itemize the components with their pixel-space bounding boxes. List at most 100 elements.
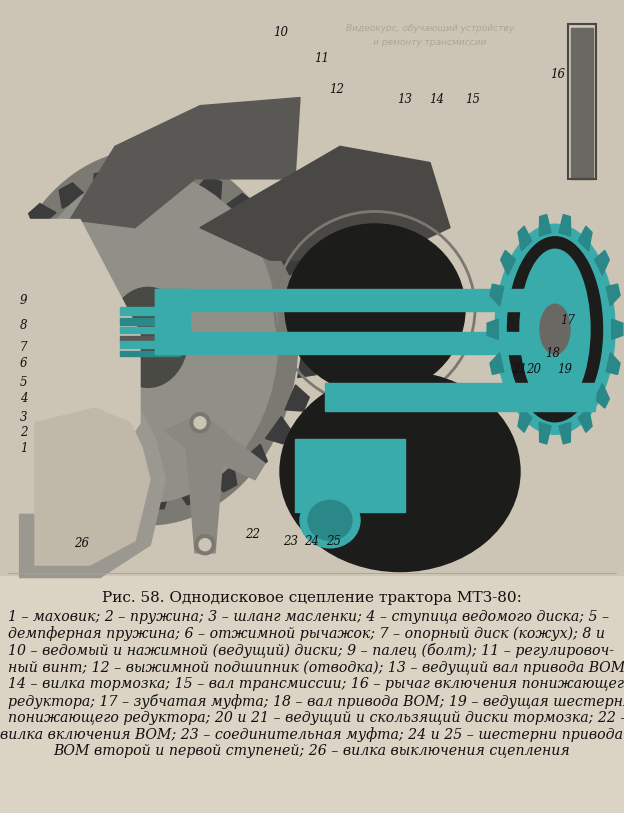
Ellipse shape (495, 224, 615, 434)
Text: ный винт; 12 – выжимной подшипник (отводка); 13 – ведущий вал привода ВОМ;: ный винт; 12 – выжимной подшипник (отвод… (8, 660, 624, 675)
Text: 15: 15 (466, 93, 480, 106)
Polygon shape (607, 353, 620, 375)
Polygon shape (578, 226, 592, 251)
Polygon shape (0, 366, 3, 392)
Polygon shape (539, 423, 551, 444)
Text: 24: 24 (305, 535, 319, 548)
Text: демпферная пружина; 6 – отжимной рычажок; 7 – опорный диск (кожух); 8 и: демпферная пружина; 6 – отжимной рычажок… (8, 627, 605, 641)
Bar (295, 439, 405, 512)
Polygon shape (518, 226, 532, 251)
Bar (155, 332, 530, 354)
Text: 25: 25 (326, 535, 341, 548)
Text: 26: 26 (74, 537, 89, 550)
Text: 10: 10 (273, 26, 288, 39)
Text: 11: 11 (314, 52, 329, 65)
Ellipse shape (18, 172, 278, 502)
Bar (0, 0, 624, 575)
Text: 8: 8 (20, 319, 27, 332)
Bar (120, 351, 180, 356)
Polygon shape (35, 408, 150, 565)
Polygon shape (301, 316, 320, 343)
Polygon shape (0, 220, 140, 513)
Polygon shape (595, 384, 609, 408)
Text: 1: 1 (20, 442, 27, 455)
Polygon shape (162, 167, 188, 188)
Polygon shape (227, 193, 255, 220)
Polygon shape (70, 98, 300, 228)
Polygon shape (265, 416, 292, 444)
Text: 16: 16 (550, 68, 565, 81)
Circle shape (194, 417, 206, 428)
Polygon shape (0, 399, 19, 426)
Polygon shape (177, 482, 203, 505)
Polygon shape (0, 263, 11, 290)
Polygon shape (240, 444, 267, 472)
Ellipse shape (540, 304, 570, 354)
Bar (155, 289, 530, 311)
Polygon shape (165, 415, 265, 480)
Circle shape (199, 539, 211, 550)
Circle shape (190, 413, 210, 433)
Polygon shape (29, 203, 56, 231)
Polygon shape (293, 283, 316, 309)
Text: ВОМ второй и первой ступеней; 26 – вилка выключения сцепления: ВОМ второй и первой ступеней; 26 – вилка… (54, 744, 570, 759)
Polygon shape (607, 284, 620, 306)
Polygon shape (518, 407, 532, 433)
Polygon shape (59, 183, 86, 208)
Text: 21: 21 (512, 363, 527, 376)
Text: 23: 23 (283, 535, 298, 548)
Bar (325, 383, 595, 411)
Text: 2: 2 (20, 426, 27, 439)
Ellipse shape (285, 224, 465, 394)
Polygon shape (14, 429, 41, 457)
Polygon shape (578, 407, 592, 433)
Text: 19: 19 (557, 363, 572, 376)
Polygon shape (195, 176, 222, 200)
Polygon shape (93, 170, 119, 193)
Polygon shape (487, 320, 499, 339)
Text: 10 – ведомый и нажимной (ведущий) диски; 9 – палец (болт); 11 – регулировоч-: 10 – ведомый и нажимной (ведущий) диски;… (8, 643, 614, 659)
Bar (568, 24, 596, 179)
Polygon shape (559, 215, 571, 236)
Bar (120, 328, 180, 333)
Ellipse shape (0, 150, 298, 525)
Polygon shape (42, 455, 69, 481)
Ellipse shape (507, 237, 603, 422)
Text: 20: 20 (526, 363, 541, 376)
Ellipse shape (280, 372, 520, 572)
Text: 9: 9 (20, 294, 27, 307)
Text: 4: 4 (20, 392, 27, 405)
Polygon shape (74, 475, 100, 498)
Text: Видеокурс, обучающий устройству: Видеокурс, обучающий устройству (346, 24, 514, 33)
Text: Рис. 58. Однодисковое сцепление трактора МТЗ-80:: Рис. 58. Однодисковое сцепление трактора… (102, 591, 522, 605)
Text: 22: 22 (245, 528, 260, 541)
Polygon shape (210, 467, 236, 492)
Polygon shape (108, 487, 135, 508)
Text: 6: 6 (20, 357, 27, 370)
Text: 17: 17 (560, 314, 575, 327)
Text: 14 – вилка тормозка; 15 – вал трансмиссии; 16 – рычаг включения понижающего: 14 – вилка тормозка; 15 – вал трансмисси… (8, 677, 624, 691)
Polygon shape (277, 249, 303, 276)
Polygon shape (612, 320, 623, 339)
Polygon shape (490, 353, 504, 375)
Polygon shape (142, 491, 169, 510)
Polygon shape (4, 231, 31, 259)
Circle shape (195, 535, 215, 554)
Text: понижающего редуктора; 20 и 21 – ведущий и скользящий диски тормозка; 22 –: понижающего редуктора; 20 и 21 – ведущий… (8, 711, 624, 724)
Polygon shape (500, 384, 515, 408)
Text: и ремонту трансмиссии: и ремонту трансмиссии (373, 37, 487, 47)
Bar (120, 318, 180, 325)
Polygon shape (20, 394, 165, 577)
Bar (120, 341, 180, 348)
Ellipse shape (300, 493, 360, 548)
Text: 14: 14 (429, 93, 444, 106)
Bar (155, 289, 190, 354)
Bar (120, 337, 180, 341)
Polygon shape (490, 284, 504, 306)
Text: 1 – маховик; 2 – пружина; 3 – шланг масленки; 4 – ступица ведомого диска; 5 –: 1 – маховик; 2 – пружина; 3 – шланг масл… (8, 610, 609, 624)
Polygon shape (127, 165, 154, 184)
Text: 7: 7 (20, 341, 27, 354)
Text: 5: 5 (20, 376, 27, 389)
Polygon shape (285, 385, 310, 411)
Text: редуктора; 17 – зубчатая муфта; 18 – вал привода ВОМ; 19 – ведущая шестерня: редуктора; 17 – зубчатая муфта; 18 – вал… (8, 693, 624, 709)
